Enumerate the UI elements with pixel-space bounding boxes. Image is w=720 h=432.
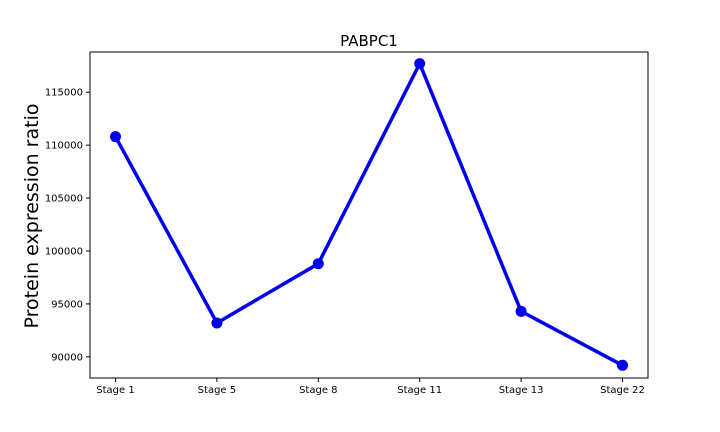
x-tick-label: Stage 13 bbox=[499, 385, 544, 396]
x-tick-label: Stage 11 bbox=[397, 385, 442, 396]
series-line bbox=[113, 61, 625, 368]
x-tick-label: Stage 8 bbox=[299, 385, 337, 396]
y-axis-label: Protein expression ratio bbox=[21, 104, 43, 329]
y-axis: 90000 95000 100000 105000 110000 115000 bbox=[45, 88, 90, 363]
data-point bbox=[414, 58, 426, 70]
x-tick-label: Stage 5 bbox=[198, 385, 236, 396]
data-point bbox=[312, 258, 324, 270]
data-point bbox=[211, 317, 223, 329]
y-tick-label: 90000 bbox=[51, 352, 83, 363]
plot-area bbox=[110, 58, 628, 371]
x-tick-label: Stage 22 bbox=[600, 385, 645, 396]
y-tick-label: 105000 bbox=[45, 194, 83, 205]
x-tick-label: Stage 1 bbox=[96, 385, 134, 396]
series-markers bbox=[110, 58, 628, 371]
data-point bbox=[617, 359, 628, 371]
y-tick-label: 100000 bbox=[45, 246, 83, 257]
y-tick-label: 95000 bbox=[51, 299, 83, 310]
y-tick-label: 110000 bbox=[45, 141, 83, 152]
chart-title: PABPC1 bbox=[340, 32, 398, 50]
data-point bbox=[110, 131, 121, 143]
plot-frame bbox=[89, 51, 649, 379]
y-tick-label: 115000 bbox=[45, 88, 83, 99]
data-point bbox=[515, 305, 527, 317]
x-axis: Stage 1 Stage 5 Stage 8 Stage 11 Stage 13 Sta… bbox=[96, 378, 645, 396]
